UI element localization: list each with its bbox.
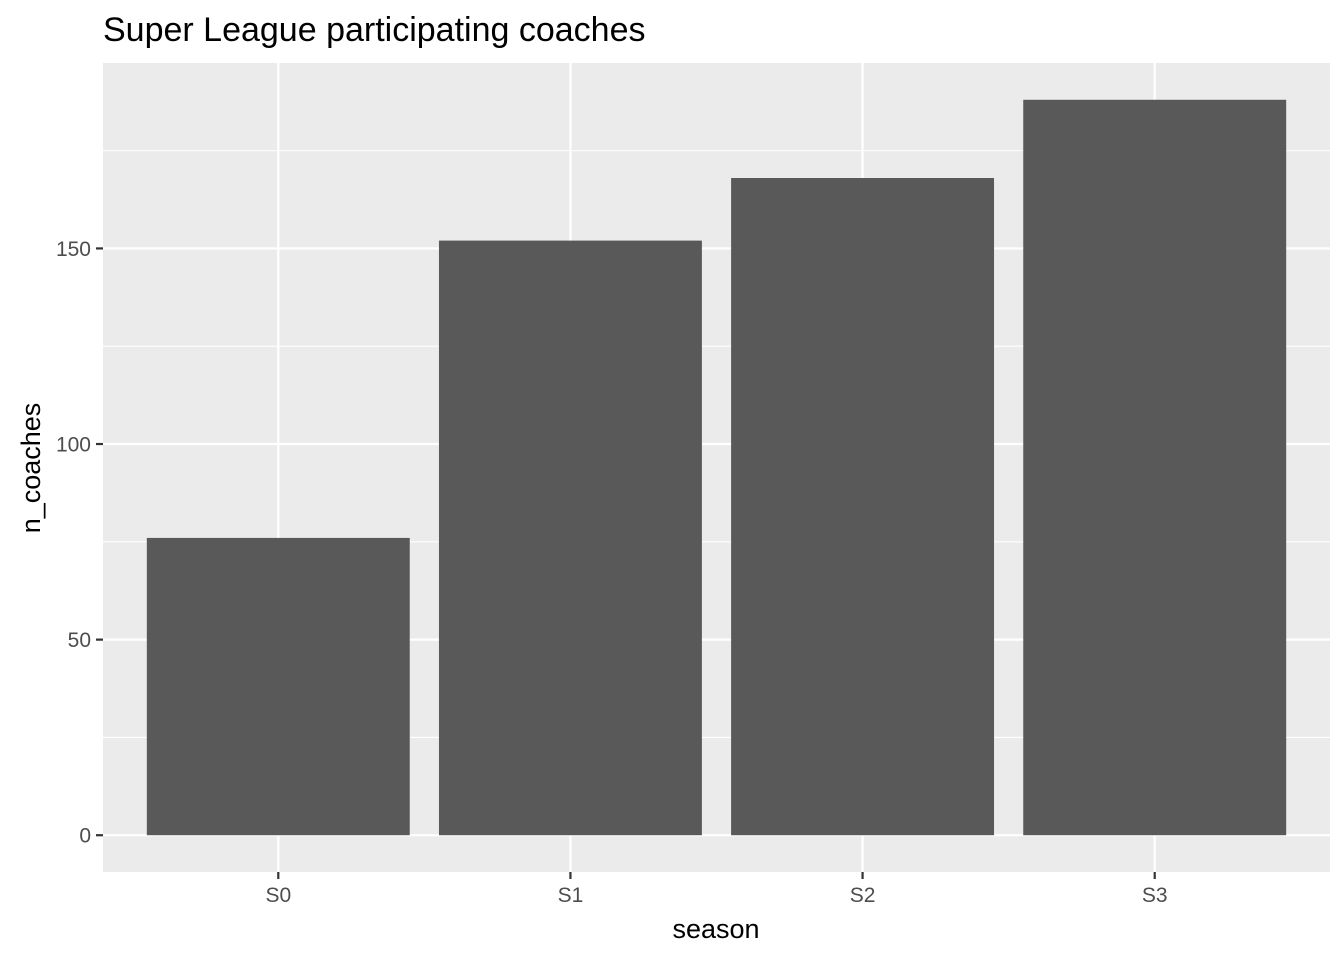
y-tick-label: 50 (68, 629, 91, 652)
y-axis: 0 50 100 150 (56, 238, 103, 848)
x-axis: S0 S1 S2 S3 (265, 872, 1168, 907)
plot-area (103, 63, 1330, 872)
chart-title: Super League participating coaches (103, 11, 646, 49)
x-tick-label: S2 (850, 884, 876, 907)
x-tick-label: S3 (1142, 884, 1168, 907)
y-tick-label: 0 (79, 825, 91, 848)
x-tick-label: S0 (265, 884, 291, 907)
bar-s3 (1023, 99, 1287, 836)
bar-s0 (146, 537, 410, 836)
x-tick-label: S1 (558, 884, 584, 907)
x-axis-title: season (672, 914, 759, 944)
y-axis-title: n_coaches (16, 403, 46, 534)
bar-s2 (731, 178, 995, 836)
y-tick-label: 150 (56, 238, 91, 261)
bar-s1 (438, 240, 702, 836)
y-tick-label: 100 (56, 434, 91, 457)
